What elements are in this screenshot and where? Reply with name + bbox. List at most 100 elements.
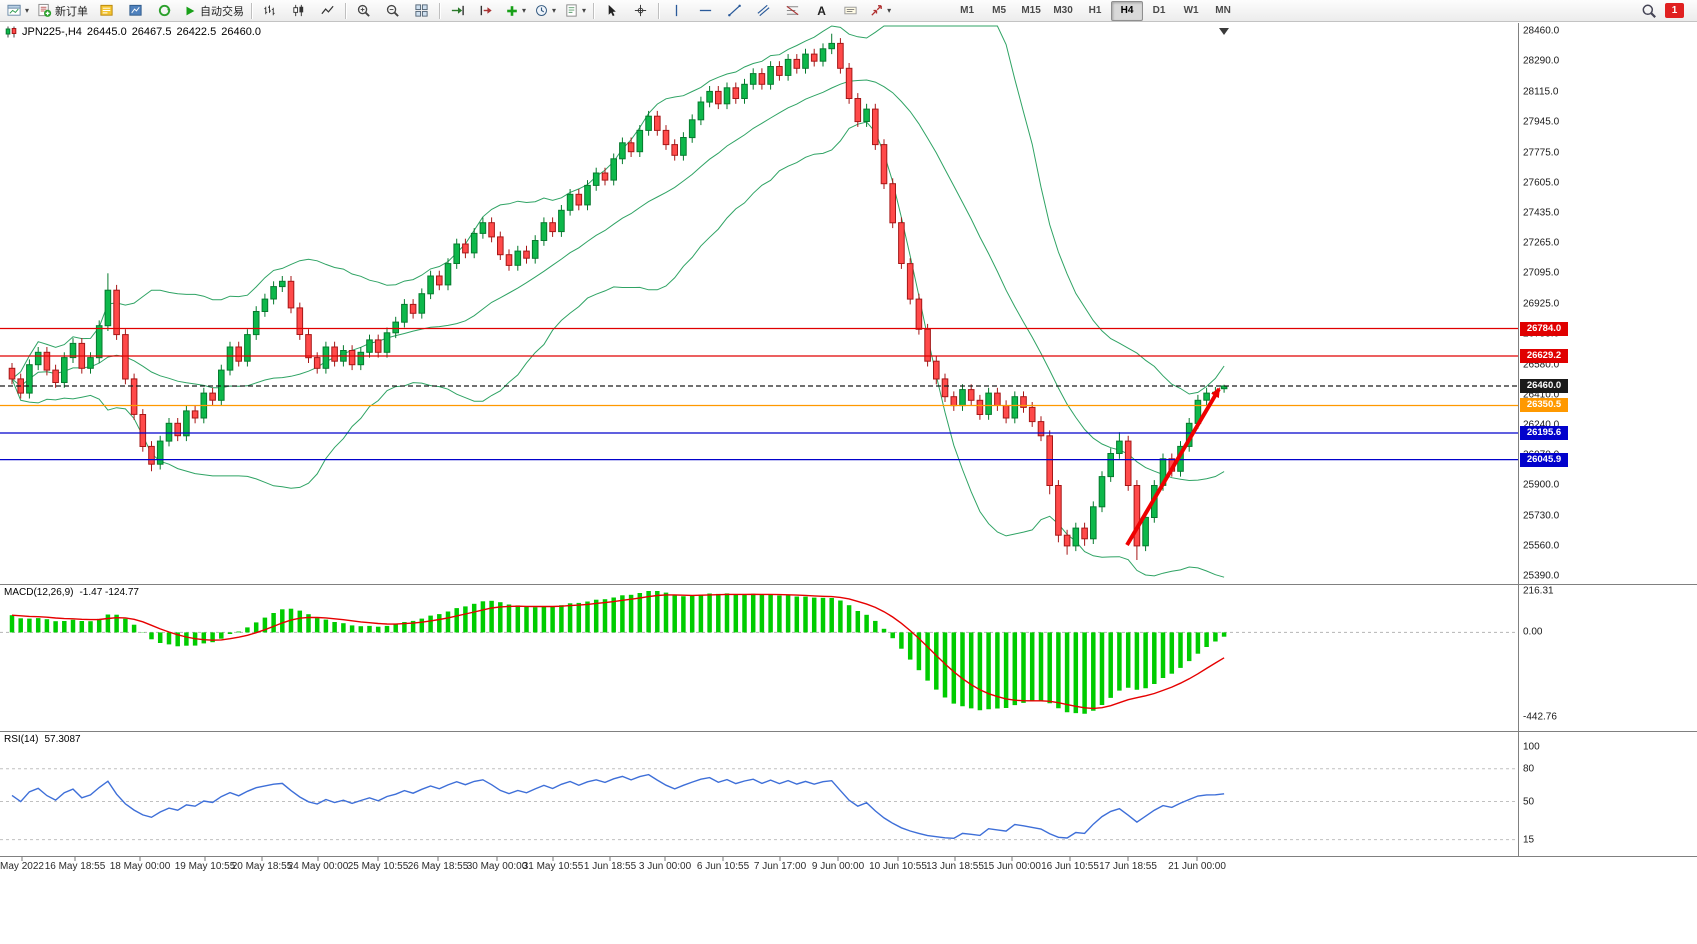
price-tag-26195.6[interactable]: 26195.6	[1520, 425, 1568, 440]
candle	[497, 231, 504, 260]
chart-shift-button[interactable]	[472, 0, 501, 21]
candle	[235, 341, 242, 367]
candle	[601, 167, 609, 186]
candle	[810, 48, 818, 67]
auto-trading-button[interactable]: 自动交易	[179, 0, 248, 21]
vertical-line-button[interactable]	[662, 0, 691, 21]
candle	[8, 363, 16, 385]
zoom-in-button[interactable]	[349, 0, 378, 21]
candle	[967, 384, 975, 406]
symbol-icon	[5, 26, 17, 38]
tile-windows-icon	[415, 4, 428, 17]
text-button[interactable]: A	[807, 0, 836, 21]
candle	[418, 288, 426, 319]
price-tag-26045.9[interactable]: 26045.9	[1520, 452, 1568, 467]
macd-signal-line	[11, 593, 1225, 710]
candle	[889, 178, 897, 229]
macd-label: MACD(12,26,9)	[4, 587, 74, 598]
market-watch-button[interactable]	[121, 0, 150, 21]
timeframe-M15[interactable]: M15	[1021, 5, 1041, 16]
candle	[427, 270, 434, 300]
text-icon: A	[817, 3, 826, 18]
candle	[933, 355, 940, 385]
price-tag-26350.5[interactable]: 26350.5	[1520, 398, 1568, 413]
templates-button[interactable]: ▾	[560, 0, 590, 21]
templates-icon	[566, 4, 577, 17]
tile-windows-button[interactable]	[407, 0, 436, 21]
candle	[209, 387, 216, 406]
candle	[636, 125, 644, 157]
candle	[1011, 391, 1019, 424]
price-tag-26629.2[interactable]: 26629.2	[1520, 349, 1568, 363]
auto-trading-icon	[186, 6, 195, 15]
trend-arrow[interactable]	[1125, 387, 1221, 547]
candle	[680, 132, 687, 161]
bar-chart-icon	[264, 5, 275, 16]
refresh-button[interactable]	[150, 0, 179, 21]
candle	[566, 189, 574, 216]
candle	[392, 316, 399, 339]
candle	[113, 284, 120, 340]
candle	[549, 217, 556, 237]
search-icon[interactable]	[1641, 3, 1657, 19]
candle	[558, 205, 565, 237]
new-chart-button[interactable]: ▾	[3, 0, 33, 21]
indicators-button[interactable]: ▾	[501, 0, 530, 21]
macd-values: -1.47 -124.77	[79, 587, 139, 598]
timeframe-H4[interactable]: H4	[1111, 0, 1144, 21]
candle	[383, 327, 391, 358]
candle	[540, 217, 548, 246]
candle	[898, 217, 905, 269]
timeframe-H1[interactable]: H1	[1088, 5, 1102, 16]
line-chart-button[interactable]	[313, 0, 342, 21]
metaeditor-button[interactable]	[92, 0, 121, 21]
horizontal-line-button[interactable]	[691, 0, 720, 21]
chart-end-marker-icon	[1219, 28, 1229, 35]
new-order-label: 新订单	[55, 5, 89, 18]
zoom-out-button[interactable]	[378, 0, 407, 21]
candle	[863, 103, 870, 127]
candle	[619, 137, 626, 165]
timeframe-M1[interactable]: M1	[960, 5, 975, 16]
bollinger-middle-band	[11, 79, 1225, 482]
timeframe-W1[interactable]: W1	[1183, 5, 1199, 16]
timeframe-D1[interactable]: D1	[1152, 5, 1166, 16]
fibonacci-button[interactable]	[778, 0, 807, 21]
new-order-button[interactable]: 新订单	[33, 0, 92, 21]
candle	[1142, 512, 1149, 552]
candle	[453, 238, 460, 269]
chevron-down-icon: ▾	[887, 5, 892, 15]
candle	[1046, 430, 1054, 495]
equidistant-channel-button[interactable]	[749, 0, 778, 21]
candle	[409, 299, 417, 319]
market-watch-icon	[129, 4, 142, 16]
auto-scroll-button[interactable]	[443, 0, 472, 21]
arrows-button[interactable]: ▾	[865, 0, 895, 21]
periods-button[interactable]: ▾	[530, 0, 560, 21]
candle	[95, 320, 103, 363]
candle	[1203, 387, 1210, 406]
timeframe-M30[interactable]: M30	[1053, 5, 1073, 16]
candle	[322, 341, 330, 374]
label-button[interactable]	[836, 0, 865, 21]
cursor-button[interactable]	[597, 0, 626, 21]
toolbar-right: 1	[1641, 3, 1684, 19]
candle	[122, 329, 129, 385]
candlestick-chart-button[interactable]	[284, 0, 313, 21]
candle	[244, 329, 251, 367]
candle	[828, 33, 836, 55]
timeframe-M5[interactable]: M5	[992, 5, 1007, 16]
trendline-button[interactable]	[720, 0, 749, 21]
candle	[1072, 522, 1080, 552]
open-value: 26445.0	[86, 26, 127, 38]
crosshair-button[interactable]	[626, 0, 655, 21]
price-tag-26460.0[interactable]: 26460.0	[1520, 379, 1568, 394]
timeframe-MN[interactable]: MN	[1215, 5, 1231, 16]
notification-badge[interactable]: 1	[1665, 3, 1684, 18]
crosshair-icon	[634, 4, 647, 17]
bar-chart-button[interactable]	[255, 0, 284, 21]
price-tag-26784.0[interactable]: 26784.0	[1520, 321, 1568, 336]
chart-shift-icon	[480, 5, 492, 16]
fibonacci-icon	[786, 5, 799, 16]
